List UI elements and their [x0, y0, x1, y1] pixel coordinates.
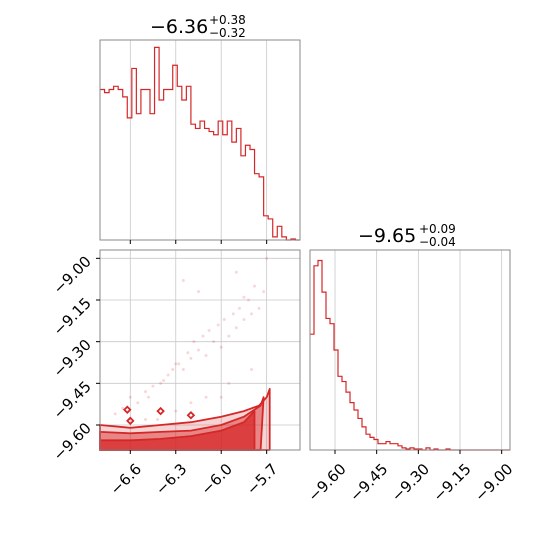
scatter-point: [219, 345, 223, 349]
scatter-point: [174, 409, 178, 413]
scatter-point: [146, 395, 150, 399]
right-histogram-grid: [334, 250, 503, 450]
scatter-point: [128, 395, 132, 399]
scatter-point: [171, 367, 175, 371]
scatter-point: [257, 306, 261, 310]
joint-x-tick-label: −6.6: [107, 460, 145, 498]
scatter-point: [151, 384, 155, 388]
top-title-value: −6.36: [150, 16, 208, 38]
scatter-point: [181, 279, 185, 283]
joint-scatter-points: [113, 256, 269, 421]
scatter-point: [234, 326, 238, 330]
joint-frame: [99, 249, 301, 451]
scatter-point: [222, 317, 226, 321]
scatter-point: [189, 401, 193, 405]
right-x-tick-label: −9.60: [305, 460, 350, 505]
scatter-point: [156, 417, 160, 421]
right-title-value: −9.65: [358, 225, 416, 247]
joint-x-tick-label: −6.3: [152, 460, 190, 498]
scatter-point: [250, 312, 254, 316]
top-histogram-grid: [129, 40, 268, 240]
top-histogram-panel: −6.36 +0.38 −0.32: [99, 13, 301, 244]
scatter-point: [204, 395, 208, 399]
isolated-contour: [126, 416, 135, 426]
right-x-tick-label: −9.15: [430, 460, 475, 505]
top-title-lower: −0.32: [209, 26, 246, 40]
top-histogram-ticks: [129, 240, 268, 244]
scatter-point: [242, 295, 246, 299]
isolated-contour: [156, 406, 165, 416]
joint-panel: −6.6 −6.3 −6.0 −5.7 −9.00−9.15−9.30−9.45−9.…: [50, 249, 301, 499]
scatter-point: [262, 290, 266, 294]
scatter-point: [216, 323, 220, 327]
right-histogram-step-line: [310, 259, 510, 451]
scatter-point: [181, 367, 185, 371]
right-title-upper: +0.09: [419, 222, 456, 236]
scatter-point: [234, 270, 238, 274]
scatter-point: [174, 362, 178, 366]
scatter-point: [227, 381, 231, 385]
right-histogram-panel: −9.60−9.45−9.30−9.15−9.00 −9.65 +0.09 −0…: [305, 222, 517, 505]
scatter-point: [196, 290, 200, 294]
scatter-point: [196, 348, 200, 352]
joint-contours: [99, 387, 271, 451]
joint-y-tick-label: −9.60: [50, 419, 95, 464]
scatter-point: [253, 284, 257, 288]
contour-level: [99, 387, 271, 451]
right-x-tick-label: −9.45: [346, 460, 391, 505]
scatter-point: [177, 362, 181, 366]
joint-y-tick-label: −9.30: [50, 336, 95, 381]
right-x-tick-label: −9.00: [471, 460, 516, 505]
scatter-point: [212, 340, 216, 344]
right-histogram-title: −9.65: [358, 225, 416, 247]
isolated-contour: [122, 405, 132, 414]
scatter-point: [189, 356, 193, 360]
right-x-tick-label: −9.30: [388, 460, 433, 505]
joint-y-ticks: −9.00−9.15−9.30−9.45−9.60: [50, 252, 100, 464]
scatter-point: [186, 351, 190, 355]
scatter-point: [242, 317, 246, 321]
scatter-point: [231, 312, 235, 316]
scatter-point: [121, 406, 125, 410]
top-histogram-title: −6.36: [150, 16, 208, 38]
right-histogram-ticks: −9.60−9.45−9.30−9.15−9.00: [305, 450, 516, 505]
scatter-point: [136, 401, 140, 405]
joint-y-tick-label: −9.00: [50, 252, 95, 297]
right-histogram-frame: [309, 249, 511, 451]
scatter-point: [207, 329, 211, 333]
top-histogram-step-line: [100, 46, 300, 241]
joint-x-tick-label: −6.0: [197, 460, 235, 498]
joint-x-tick-label: −5.7: [243, 460, 281, 498]
scatter-point: [204, 354, 208, 358]
scatter-point: [237, 306, 241, 310]
scatter-point: [166, 373, 170, 377]
scatter-point: [192, 340, 196, 344]
scatter-point: [227, 334, 231, 338]
joint-y-tick-label: −9.45: [50, 377, 95, 422]
isolated-contour: [186, 411, 196, 420]
joint-y-tick-label: −9.15: [50, 294, 95, 339]
top-histogram-frame: [99, 39, 301, 241]
scatter-point: [201, 334, 205, 338]
scatter-point: [162, 379, 166, 383]
scatter-point: [265, 256, 269, 260]
scatter-point: [143, 417, 147, 421]
scatter-point: [219, 395, 223, 399]
top-title-upper: +0.38: [209, 13, 246, 27]
scatter-point: [113, 412, 117, 416]
right-title-lower: −0.04: [419, 235, 456, 249]
joint-x-ticks: −6.6 −6.3 −6.0 −5.7: [107, 450, 281, 499]
scatter-point: [143, 390, 147, 394]
scatter-point: [250, 367, 254, 371]
scatter-point: [246, 298, 250, 302]
scatter-point: [159, 381, 163, 385]
